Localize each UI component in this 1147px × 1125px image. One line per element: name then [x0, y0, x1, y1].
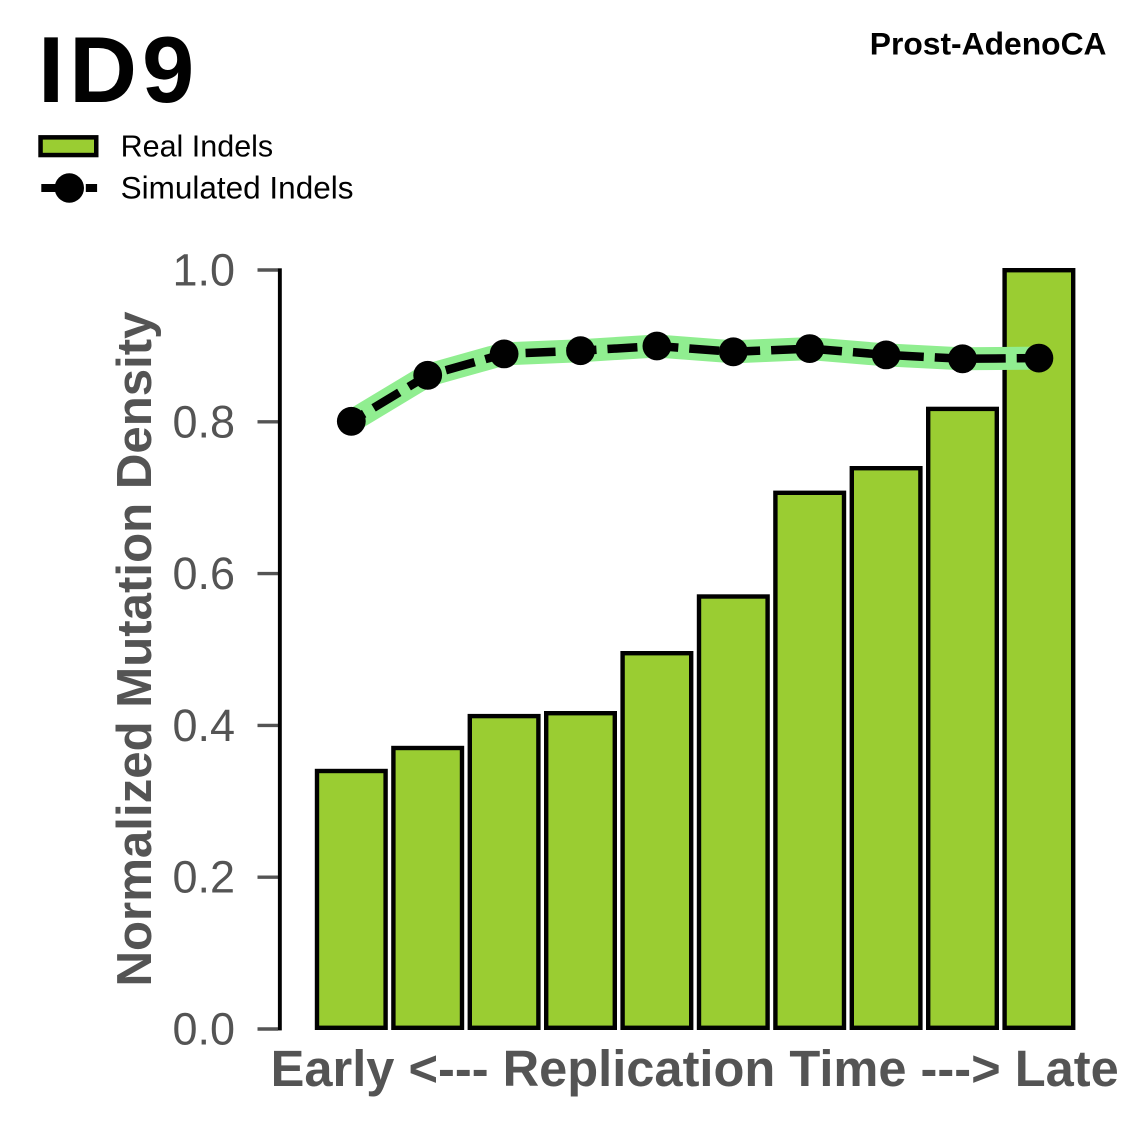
- svg-text:0.6: 0.6: [172, 548, 235, 599]
- svg-text:0.4: 0.4: [172, 700, 235, 751]
- svg-text:Real Indels: Real Indels: [121, 130, 274, 164]
- svg-text:0.8: 0.8: [172, 396, 235, 447]
- svg-text:Prost-AdenoCA: Prost-AdenoCA: [870, 25, 1107, 61]
- svg-text:ID9: ID9: [38, 17, 199, 122]
- svg-text:Normalized Mutation Density: Normalized Mutation Density: [107, 311, 162, 987]
- svg-text:Early <--- Replication Time --: Early <--- Replication Time ---> Late: [271, 1040, 1119, 1097]
- svg-text:1.0: 1.0: [172, 245, 235, 296]
- svg-text:0.2: 0.2: [172, 852, 235, 903]
- svg-text:0.0: 0.0: [172, 1004, 235, 1055]
- svg-text:Simulated Indels: Simulated Indels: [121, 170, 354, 206]
